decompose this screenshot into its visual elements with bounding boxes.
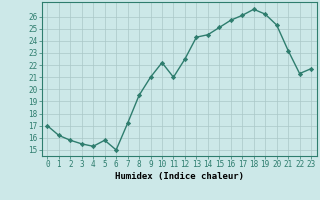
X-axis label: Humidex (Indice chaleur): Humidex (Indice chaleur) [115,172,244,181]
